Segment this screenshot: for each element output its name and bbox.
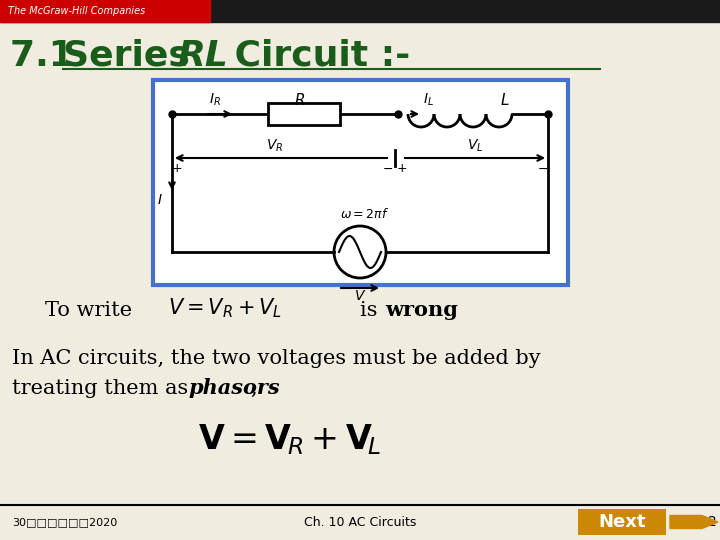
Text: $\mathbf{V} = \mathbf{V}_{\!R} + \mathbf{V}_{\!L}$: $\mathbf{V} = \mathbf{V}_{\!R} + \mathbf… bbox=[198, 423, 382, 457]
Text: RL: RL bbox=[177, 39, 228, 73]
Text: Ch. 10 AC Circuits: Ch. 10 AC Circuits bbox=[304, 516, 416, 529]
Bar bbox=[153, 80, 568, 285]
Text: $I_R$: $I_R$ bbox=[209, 92, 221, 108]
Text: $\omega = 2\pi f$: $\omega = 2\pi f$ bbox=[341, 207, 390, 221]
Bar bbox=[0, 0, 210, 22]
Text: +: + bbox=[171, 161, 182, 174]
Bar bbox=[268, 103, 340, 125]
Text: 30□□□□□□2020: 30□□□□□□2020 bbox=[12, 517, 117, 527]
Text: Next: Next bbox=[598, 513, 646, 531]
Bar bbox=[0, 0, 720, 22]
Text: $L$: $L$ bbox=[500, 92, 510, 108]
Text: 7.1: 7.1 bbox=[10, 39, 86, 73]
Text: $-$: $-$ bbox=[382, 161, 394, 174]
Text: Circuit :-: Circuit :- bbox=[222, 39, 410, 73]
Text: $I_L$: $I_L$ bbox=[423, 92, 433, 108]
Text: The McGraw-Hill Companies: The McGraw-Hill Companies bbox=[8, 6, 145, 16]
Text: $I$: $I$ bbox=[157, 193, 163, 207]
Text: To write: To write bbox=[45, 300, 132, 320]
Text: .: . bbox=[445, 300, 451, 320]
Text: Series: Series bbox=[63, 39, 202, 73]
Text: ,: , bbox=[250, 379, 256, 397]
Text: In AC circuits, the two voltages must be added by: In AC circuits, the two voltages must be… bbox=[12, 348, 541, 368]
Text: 2: 2 bbox=[708, 515, 716, 529]
Text: phasors: phasors bbox=[188, 378, 279, 398]
Text: $V = V_R + V_L$: $V = V_R + V_L$ bbox=[168, 296, 282, 320]
Text: wrong: wrong bbox=[385, 300, 458, 320]
Bar bbox=[578, 509, 666, 535]
Text: $V_L$: $V_L$ bbox=[467, 138, 483, 154]
Text: treating them as: treating them as bbox=[12, 379, 195, 397]
Text: $V_R$: $V_R$ bbox=[266, 138, 284, 154]
Text: $V$: $V$ bbox=[354, 289, 366, 303]
Text: $R$: $R$ bbox=[294, 92, 305, 108]
FancyArrow shape bbox=[670, 516, 718, 529]
Text: $-$: $-$ bbox=[537, 161, 549, 174]
Text: is: is bbox=[360, 300, 384, 320]
Text: +: + bbox=[397, 161, 408, 174]
